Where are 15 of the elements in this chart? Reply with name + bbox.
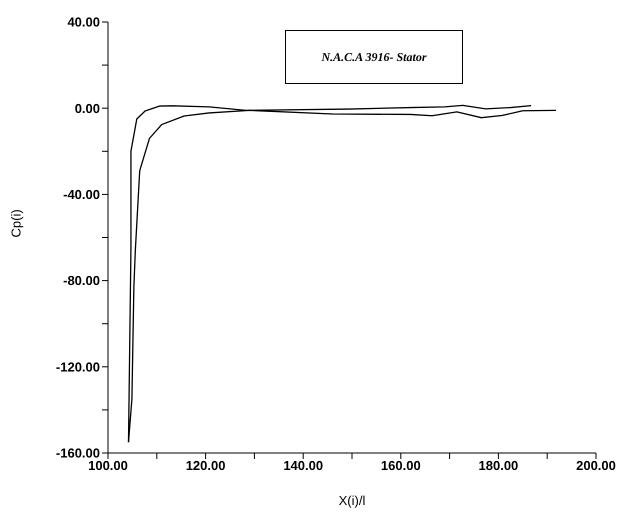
x-axis-title: X(i)/l (338, 493, 366, 508)
y-tick-label: 0.00 (74, 100, 100, 116)
y-axis-title: Cp(i) (8, 209, 24, 238)
y-tick-label: 40.00 (67, 14, 100, 30)
x-tick-label: 140.00 (283, 458, 324, 474)
y-tick-label: -160.00 (56, 446, 100, 461)
x-tick-label: 160.00 (380, 458, 421, 474)
y-tick-label: -120.00 (56, 359, 100, 374)
x-tick-label: 100.00 (88, 458, 128, 474)
y-tick-label: -80.00 (63, 273, 100, 288)
x-tick-label: 180.00 (478, 458, 518, 474)
x-tick-label: 120.00 (186, 458, 226, 474)
text: N.A.C.A 3916- Stator (285, 30, 463, 84)
x-tick-label: 200.00 (576, 458, 616, 474)
y-tick-label: -40.00 (63, 187, 100, 202)
